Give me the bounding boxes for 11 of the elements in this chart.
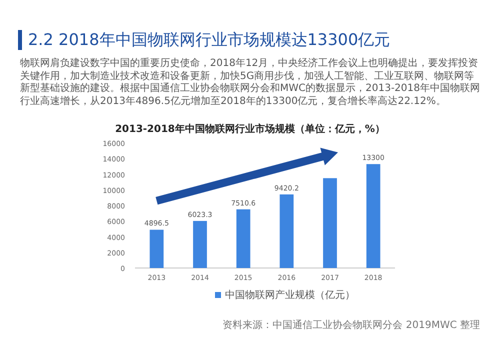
- bar: [236, 209, 250, 268]
- bar: [193, 220, 207, 268]
- annotation: 资料来源：中国通信工业协会物联网分会 2019MWC 整理: [222, 318, 480, 332]
- bar: [366, 164, 380, 268]
- annotation: 物联网肩负建设数字中国的重要历史使命，2018年12月，中央经济工作会议上也明确提出，要发挥投资关键作用，加大制造业技术改造和设备更新，加快5G商用步伐，加强人工智能、工业互联网、物联网等新型基础设施的建设。根据中国通信工业协会物联网分会和MWC的数据显示，2013-2018年中国物联网行业高速增长，从2013年4896.5亿元增加至2018年的13300亿元，复合增长率高达22.12%。: [20, 58, 480, 108]
- legend: 中国物联网产业规模（亿元）: [215, 290, 355, 301]
- title: 2.2 2018年中国物联网行业市场规模达13300亿元: [28, 30, 390, 50]
- subtitle: 2013-2018年中国物联网行业市场规模（单位：亿元，%）: [114, 122, 386, 136]
- bar: [323, 178, 337, 268]
- bar: [280, 194, 294, 268]
- bar: [150, 230, 164, 268]
